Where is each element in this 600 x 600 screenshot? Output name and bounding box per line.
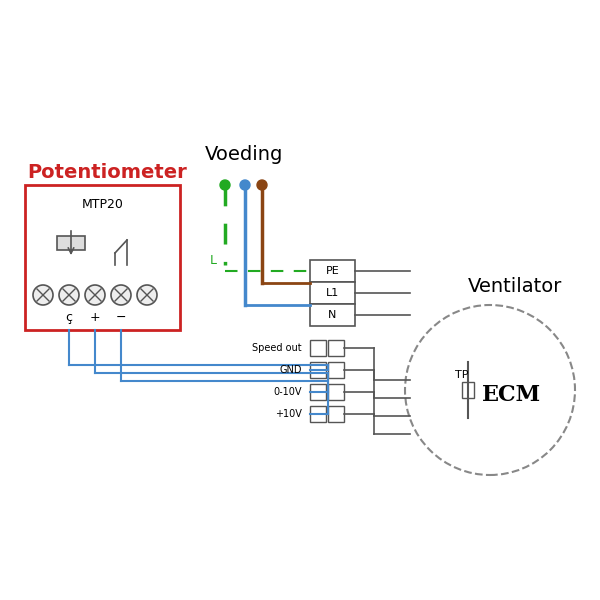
FancyBboxPatch shape [25, 185, 180, 330]
Circle shape [257, 180, 267, 190]
Circle shape [33, 285, 53, 305]
Bar [328, 340, 344, 356]
Bar [328, 384, 344, 400]
Circle shape [220, 180, 230, 190]
Circle shape [240, 180, 250, 190]
Text: −: − [116, 311, 126, 324]
Bar [310, 260, 355, 282]
Circle shape [85, 285, 105, 305]
Text: PE: PE [326, 266, 340, 276]
Bar [310, 282, 355, 304]
Bar [462, 382, 474, 398]
Text: Potentiometer: Potentiometer [27, 163, 187, 182]
Text: ECM: ECM [482, 384, 542, 406]
Bar [310, 362, 326, 378]
Bar [310, 340, 326, 356]
Text: Ventilator: Ventilator [468, 277, 562, 296]
Text: L: L [210, 253, 217, 266]
Text: Speed out: Speed out [253, 343, 302, 353]
Bar [310, 384, 326, 400]
Bar [57, 236, 85, 250]
Circle shape [59, 285, 79, 305]
Bar [310, 304, 355, 326]
Circle shape [137, 285, 157, 305]
Text: ç: ç [65, 311, 73, 324]
Circle shape [111, 285, 131, 305]
Text: L1: L1 [326, 288, 339, 298]
Text: Voeding: Voeding [205, 145, 283, 164]
Text: GND: GND [280, 365, 302, 375]
Bar [310, 406, 326, 422]
Text: N: N [328, 310, 337, 320]
Text: MTP20: MTP20 [82, 199, 124, 211]
Text: 0-10V: 0-10V [274, 387, 302, 397]
Text: TP: TP [455, 370, 469, 380]
Circle shape [405, 305, 575, 475]
Bar [328, 406, 344, 422]
Text: +: + [89, 311, 100, 324]
Text: +10V: +10V [275, 409, 302, 419]
Bar [328, 362, 344, 378]
